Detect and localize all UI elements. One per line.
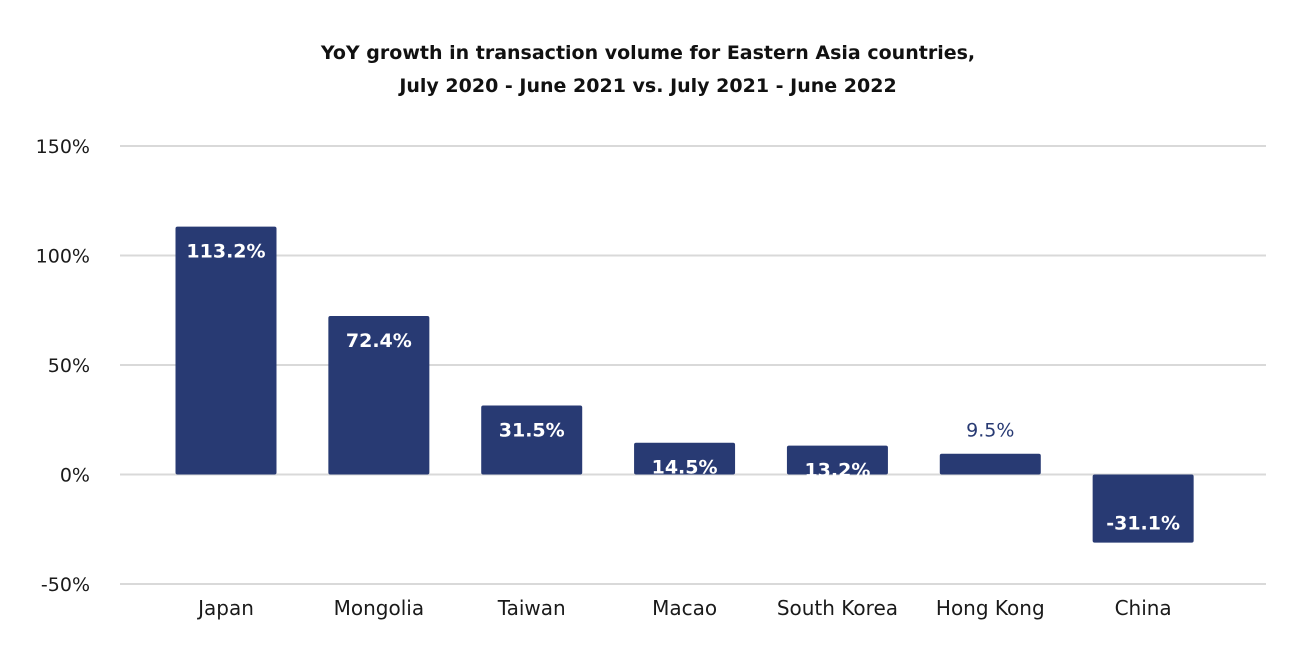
data-label: -31.1%: [1106, 513, 1180, 535]
y-tick-label: 0%: [60, 465, 90, 487]
bar-mongolia: [328, 315, 430, 475]
data-label: 14.5%: [652, 457, 718, 479]
data-label: 72.4%: [346, 330, 412, 352]
bar-hong-kong: [939, 453, 1041, 475]
bar-south-korea: [786, 445, 888, 475]
x-tick-label: Macao: [652, 596, 717, 620]
data-label: 13.2%: [804, 460, 870, 482]
x-tick-label: South Korea: [777, 596, 898, 620]
chart-title-line-2: July 2020 - June 2021 vs. July 2021 - Ju…: [397, 75, 896, 97]
bar-taiwan: [481, 405, 583, 475]
bar-japan: [175, 226, 277, 475]
x-tick-label: Japan: [196, 596, 254, 620]
data-label: 31.5%: [499, 420, 565, 442]
gridlines: [120, 145, 1266, 585]
y-tick-label: 150%: [36, 136, 90, 158]
x-tick-label: Taiwan: [497, 596, 566, 620]
y-tick-label: 100%: [36, 246, 90, 268]
y-tick-label: -50%: [41, 574, 90, 596]
chart-title-line-1: YoY growth in transaction volume for Eas…: [320, 42, 975, 64]
x-tick-label: Mongolia: [334, 596, 424, 620]
x-tick-label: China: [1115, 596, 1172, 620]
bar-macao: [634, 442, 736, 475]
data-label: 113.2%: [186, 241, 265, 263]
y-tick-label: 50%: [48, 355, 90, 377]
x-axis-ticks: Japan Mongolia Taiwan Macao South Korea Hong …: [196, 596, 1172, 620]
x-tick-label: Hong Kong: [936, 596, 1045, 620]
data-label: 9.5%: [966, 420, 1014, 442]
data-labels: 113.2% 72.4% 31.5% 14.5% 13.2% 9.5% -31.1%: [186, 241, 1180, 535]
bar-china: [1092, 474, 1194, 543]
y-axis-ticks: 150% 100% 50% 0% -50%: [36, 136, 90, 596]
bars: [175, 226, 1194, 543]
